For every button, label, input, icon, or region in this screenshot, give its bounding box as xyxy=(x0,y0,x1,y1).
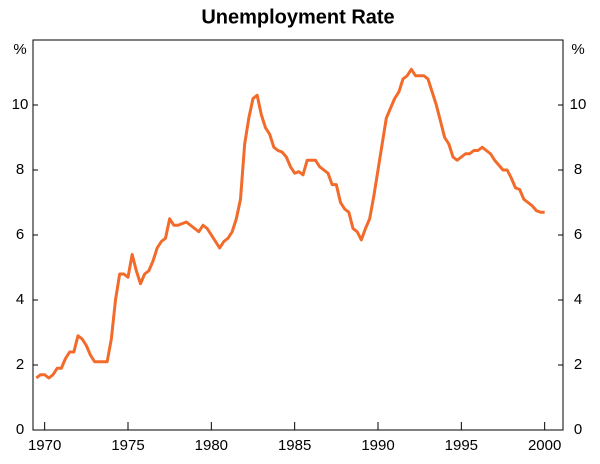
y-tick-label: 2 xyxy=(16,356,24,373)
plot-frame xyxy=(32,39,564,431)
y2-tick-label: 0 xyxy=(574,421,582,438)
y2-tick-label: 4 xyxy=(574,291,582,308)
x-tick-label: 1985 xyxy=(278,437,311,454)
line xyxy=(35,67,545,380)
y-tick-label: 10 xyxy=(12,96,29,113)
y-axis-label: % xyxy=(13,41,26,58)
y-tick-label: 8 xyxy=(16,161,24,178)
y-tick-label: 6 xyxy=(16,226,24,243)
chart-title: Unemployment Rate xyxy=(201,6,394,28)
x-tick-label: 1990 xyxy=(361,437,394,454)
y2-tick-label: 2 xyxy=(574,356,582,373)
x-tick-label: 1970 xyxy=(28,437,61,454)
y-tick-label: 0 xyxy=(16,421,24,438)
y2-tick-label: 8 xyxy=(574,161,582,178)
x-tick-label: 1975 xyxy=(111,437,144,454)
y2-axis-label: % xyxy=(571,41,584,58)
x-tick-label: 1995 xyxy=(445,437,478,454)
y2-tick-label: 6 xyxy=(574,226,582,243)
y2-tick-label: 10 xyxy=(570,96,587,113)
x-tick-label: 2000 xyxy=(528,437,561,454)
x-tick-label: 1980 xyxy=(195,437,228,454)
y-tick-label: 4 xyxy=(16,291,24,308)
